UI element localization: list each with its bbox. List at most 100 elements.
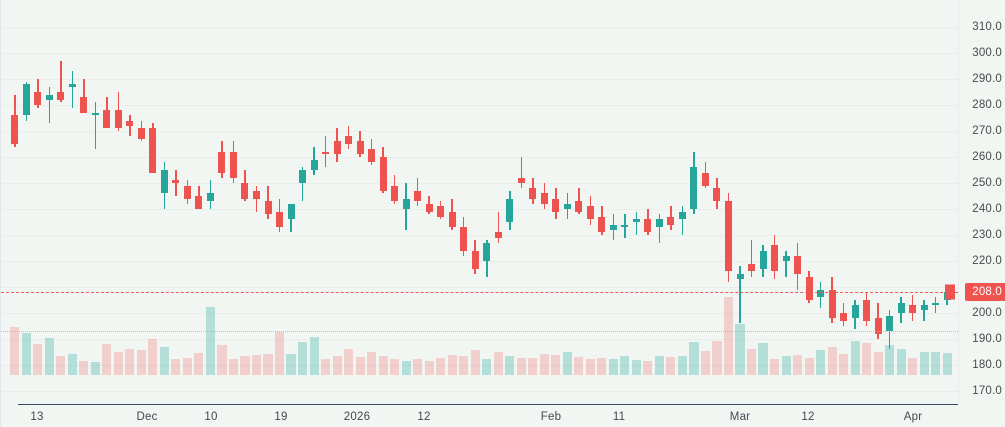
candle-body: [34, 92, 42, 105]
candle-body: [817, 289, 825, 298]
grid-line: [1, 313, 958, 314]
candle-body: [759, 250, 767, 269]
volume-bar: [816, 350, 826, 375]
volume-bar: [10, 326, 20, 375]
candle-body: [494, 232, 502, 238]
candle-body: [11, 115, 19, 144]
volume-bar: [908, 357, 918, 375]
volume-bar: [413, 359, 423, 375]
volume-bar: [793, 354, 803, 375]
candle-body: [460, 227, 468, 251]
volume-bar: [758, 343, 768, 375]
volume-bar: [332, 356, 342, 375]
current-price-badge[interactable]: 208.0: [965, 283, 1005, 302]
candlestick-plot-area[interactable]: [1, 0, 958, 404]
candle-wick: [175, 170, 177, 196]
candle-body: [333, 141, 341, 155]
candle-body: [368, 149, 376, 163]
volume-bar: [321, 358, 331, 375]
price-axis-tick: 250.0: [972, 177, 1002, 189]
volume-bar: [942, 353, 952, 375]
candle-body: [828, 289, 836, 319]
x-axis-line: [18, 404, 958, 406]
candle-body: [149, 128, 157, 173]
candle-body: [264, 201, 272, 215]
volume-bar: [528, 357, 538, 375]
volume-bar: [447, 354, 457, 375]
candle-body: [932, 302, 940, 306]
volume-bar: [712, 340, 722, 375]
volume-bar: [21, 332, 31, 375]
candle-body: [126, 120, 134, 126]
price-axis[interactable]: 310.0 300.0 290.0 280.0 270.0 260.0 250.0 240.0…: [959, 0, 1005, 404]
date-axis-tick: 2026: [343, 411, 371, 423]
candle-body: [276, 211, 284, 228]
volume-bar: [298, 342, 308, 375]
candle-body: [310, 159, 318, 170]
volume-bar: [367, 351, 377, 375]
candle-body: [529, 188, 537, 199]
date-axis[interactable]: 13 Dec 10 19 2026 12 Feb 11 Mar 12 Apr: [0, 405, 1005, 427]
price-axis-tick: 240.0: [972, 203, 1002, 215]
candle-body: [920, 305, 928, 311]
grid-line: [1, 287, 958, 288]
candle-body: [632, 219, 640, 222]
date-axis-tick: Dec: [136, 411, 158, 423]
volume-bar: [240, 355, 250, 375]
candle-wick: [324, 136, 327, 168]
volume-bar: [171, 359, 181, 375]
candle-body: [909, 305, 917, 313]
candle-body: [80, 97, 88, 113]
date-axis-tick: 10: [204, 411, 218, 423]
candle-body: [172, 180, 180, 183]
volume-bar: [850, 340, 860, 375]
volume-bar: [344, 349, 354, 375]
candle-body: [552, 198, 560, 212]
grid-line: [1, 391, 958, 392]
candle-body: [114, 110, 122, 129]
volume-bar: [597, 357, 607, 375]
candle-wick: [301, 167, 304, 202]
candle-body: [45, 94, 53, 100]
volume-bar: [459, 355, 469, 375]
volume-bar: [217, 345, 227, 375]
price-axis-tick: 180.0: [972, 359, 1002, 371]
candle-body: [724, 201, 732, 272]
candle-body: [437, 206, 445, 217]
candle-body: [863, 300, 871, 321]
candle-body: [103, 110, 111, 129]
candle-body: [252, 190, 260, 199]
candle-body: [483, 242, 491, 261]
candle-wick: [94, 102, 97, 150]
candle-body: [206, 193, 214, 202]
volume-bar: [574, 357, 584, 375]
candle-body: [609, 224, 617, 230]
volume-bar: [862, 343, 872, 375]
candle-body: [840, 313, 848, 321]
volume-bar: [827, 346, 837, 375]
candle-body: [782, 255, 790, 261]
volume-bar: [205, 307, 216, 375]
date-axis-tick: 12: [417, 411, 431, 423]
candle-wick: [48, 86, 51, 124]
date-axis-tick: Apr: [903, 411, 923, 423]
volume-bar: [885, 345, 895, 375]
candle-body: [575, 201, 583, 212]
volume-bar: [539, 353, 549, 375]
candle-wick: [934, 297, 937, 313]
date-axis-tick: Feb: [540, 411, 562, 423]
candle-body: [771, 245, 779, 272]
candle-body: [137, 128, 145, 139]
price-axis-tick: 280.0: [972, 99, 1002, 111]
candle-body: [655, 219, 663, 228]
candle-body: [713, 188, 721, 202]
candle-body: [22, 84, 30, 116]
volume-bar: [148, 339, 158, 375]
candle-body: [897, 302, 905, 313]
candle-body: [794, 255, 802, 274]
candle-wick: [520, 157, 523, 189]
volume-bar: [390, 358, 400, 375]
volume-bar: [159, 346, 169, 375]
candle-body: [678, 211, 686, 220]
